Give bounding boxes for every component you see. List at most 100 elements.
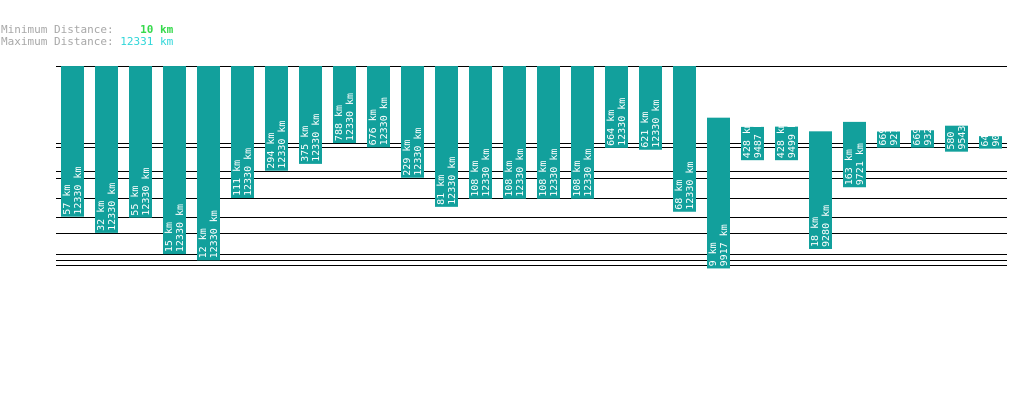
distance-bar-group: 111 km 12330 km — [231, 66, 254, 199]
distance-bar-group: 32 km 12330 km — [95, 66, 118, 233]
distance-bar — [571, 66, 594, 199]
bar-min-label: 81 km — [436, 175, 447, 205]
bar-max-label: 9499 km — [787, 116, 798, 158]
bar-min-label: 669 km — [878, 110, 889, 146]
bar-min-label: 57 km — [62, 185, 73, 215]
bar-min-label: 15 km — [164, 222, 175, 252]
bar-min-label: 294 km — [266, 133, 277, 169]
distance-bar-group: 68 km 12330 km — [673, 66, 696, 212]
distance-bar — [945, 125, 968, 152]
bar-min-label: 647 km — [980, 110, 991, 146]
bar-max-label: 9271 km — [889, 104, 900, 146]
distance-bar-group: 664 km 12330 km — [605, 66, 628, 148]
bar-min-label: 32 km — [96, 201, 107, 231]
distance-bar-group: 108 km 12330 km — [571, 66, 594, 199]
bar-max-label: 12330 km — [311, 114, 322, 162]
distance-bar — [673, 66, 696, 212]
distance-bar — [435, 66, 458, 207]
distance-bar — [61, 66, 84, 217]
bar-min-label: 18 km — [810, 217, 821, 247]
distance-bar-group: 108 km 12330 km — [503, 66, 526, 199]
distance-bar-group: 229 km 12330 km — [401, 66, 424, 178]
bar-max-label: 9917 km — [719, 224, 730, 266]
bar-max-label: 12330 km — [345, 93, 356, 141]
distance-bar-group: 375 km 12330 km — [299, 66, 322, 164]
bar-min-label: 68 km — [674, 180, 685, 210]
distance-bar — [639, 66, 662, 150]
distance-bar-group: 428 km 9499 km — [775, 116, 798, 161]
bar-max-label: 12330 km — [243, 148, 254, 196]
bar-max-label: 12330 km — [481, 149, 492, 197]
distance-bar-group: 57 km 12330 km — [61, 66, 84, 217]
bar-max-label: 9721 km — [855, 143, 866, 185]
bar-min-label: 428 km — [742, 122, 753, 158]
distance-bar — [367, 66, 390, 148]
bar-max-label: 12330 km — [209, 210, 220, 258]
distance-bar — [299, 66, 322, 164]
bar-min-label: 621 km — [640, 112, 651, 148]
bar-min-label: 9 km — [708, 242, 719, 266]
distance-bar — [877, 131, 900, 148]
distance-bar — [979, 136, 1002, 149]
bar-max-label: 9054 km — [991, 104, 1002, 146]
max-distance-value: 12331 km — [120, 35, 174, 48]
distance-bar — [163, 66, 186, 255]
distance-bar-group: 647 km 9054 km — [979, 104, 1002, 149]
bar-max-label: 12330 km — [413, 128, 424, 176]
bar-min-label: 669 km — [912, 110, 923, 146]
distance-bar-group: 669 km 9328 km — [911, 104, 934, 148]
bar-min-label: 428 km — [776, 122, 787, 158]
distance-bar — [401, 66, 424, 178]
bar-min-label: 108 km — [572, 161, 583, 197]
distance-bar — [333, 66, 356, 144]
bar-max-label: 12330 km — [175, 204, 186, 252]
distance-bar — [129, 66, 152, 218]
bar-max-label: 12330 km — [73, 167, 84, 215]
distance-bar-group: 294 km 12330 km — [265, 66, 288, 171]
distance-bar-group: 12 km 12330 km — [197, 66, 220, 261]
distance-bar — [469, 66, 492, 199]
bar-max-label: 9328 km — [923, 104, 934, 146]
bar-max-label: 12330 km — [379, 97, 390, 145]
bar-min-label: 108 km — [538, 161, 549, 197]
bar-max-label: 9280 km — [821, 205, 832, 247]
distance-bar — [503, 66, 526, 199]
distance-bar-group: 15 km 12330 km — [163, 66, 186, 255]
distance-bar-group: 9 km 9917 km — [707, 117, 730, 269]
bar-max-label: 9487 km — [753, 116, 764, 158]
bar-max-label: 12330 km — [651, 100, 662, 148]
distance-stats: Minimum Distance: 10 km Maximum Distance… — [1, 24, 173, 48]
bar-min-label: 111 km — [232, 160, 243, 196]
distance-bar — [231, 66, 254, 199]
bar-max-label: 12330 km — [107, 183, 118, 231]
min-distance-value: 10 km — [140, 23, 174, 36]
distance-bar — [707, 117, 730, 269]
bar-max-label: 12330 km — [685, 162, 696, 210]
bar-min-label: 108 km — [470, 161, 481, 197]
bar-min-label: 55 km — [130, 186, 141, 216]
bar-max-label: 12330 km — [277, 121, 288, 169]
distance-bar-group: 55 km 12330 km — [129, 66, 152, 218]
distance-bar-group: 676 km 12330 km — [367, 66, 390, 148]
distance-bar — [605, 66, 628, 148]
distance-bar-group: 18 km 9280 km — [809, 131, 832, 249]
distance-bar-group: 81 km 12330 km — [435, 66, 458, 207]
distance-bar — [265, 66, 288, 171]
bar-max-label: 12330 km — [549, 149, 560, 197]
distance-bar — [537, 66, 560, 199]
distance-bar — [775, 126, 798, 161]
distance-bar-group: 428 km 9487 km — [741, 116, 764, 161]
min-distance-label: Minimum Distance: — [1, 23, 114, 36]
bar-min-label: 229 km — [402, 140, 413, 176]
bar-max-label: 12330 km — [515, 149, 526, 197]
bar-min-label: 664 km — [606, 110, 617, 146]
max-distance-label: Maximum Distance: — [1, 35, 114, 48]
bar-min-label: 12 km — [198, 228, 209, 258]
bar-min-label: 375 km — [300, 126, 311, 162]
bar-min-label: 788 km — [334, 105, 345, 141]
distance-bar-group: 669 km 9271 km — [877, 104, 900, 148]
bar-max-label: 12330 km — [141, 168, 152, 216]
bar-max-label: 12330 km — [617, 98, 628, 146]
distance-bar — [95, 66, 118, 233]
